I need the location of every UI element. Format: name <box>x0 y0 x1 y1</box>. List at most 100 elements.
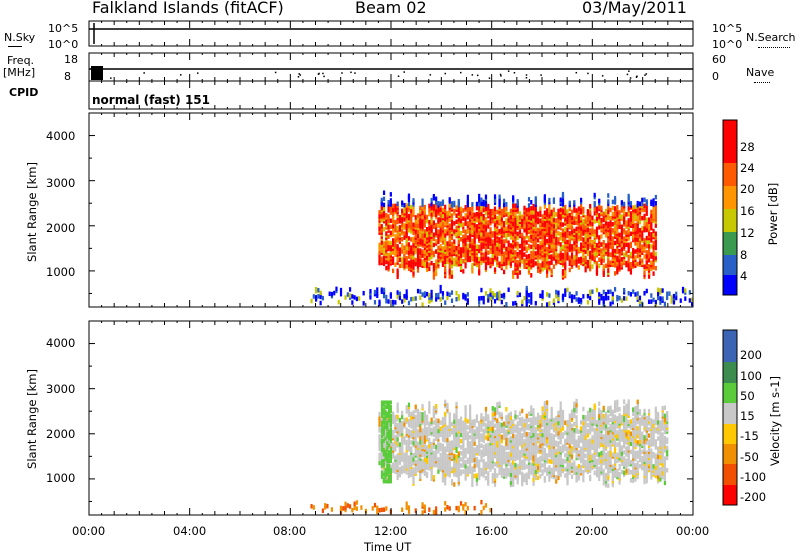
heat-cell <box>457 418 460 424</box>
heat-cell <box>432 262 435 268</box>
heat-cell <box>589 242 592 248</box>
heat-cell <box>564 231 567 236</box>
heat-cell <box>534 465 537 470</box>
heat-cell <box>389 244 392 250</box>
heat-cell <box>441 246 445 251</box>
heat-cell <box>580 242 583 247</box>
heat-cell <box>609 244 612 249</box>
heat-cell <box>416 255 420 261</box>
heat-cell <box>530 462 533 467</box>
heat-cell <box>493 194 497 199</box>
heat-cell <box>509 222 512 228</box>
heat-cell <box>457 294 460 299</box>
heat-cell <box>550 443 553 448</box>
heat-cell <box>392 411 395 417</box>
heat-cell <box>432 236 435 242</box>
heat-cell <box>568 223 571 228</box>
heat-cell <box>498 251 501 256</box>
heat-cell <box>534 222 537 228</box>
heat-cell <box>645 239 648 245</box>
heat-cell <box>604 224 608 230</box>
heat-cell <box>502 239 506 244</box>
heat-cell <box>462 420 465 426</box>
heat-cell <box>457 433 460 438</box>
heat-cell <box>589 295 592 301</box>
heat-cell <box>500 208 503 214</box>
heat-cell <box>525 298 528 303</box>
heat-cell <box>577 234 580 240</box>
heat-cell <box>564 204 567 210</box>
heat-cell <box>586 453 589 458</box>
heat-cell <box>654 299 657 305</box>
heat-cell <box>611 240 614 245</box>
heat-cell <box>659 300 662 305</box>
heat-cell <box>430 454 433 459</box>
heat-cell <box>559 197 562 202</box>
heat-cell <box>435 249 438 254</box>
heat-cell <box>564 473 567 478</box>
heat-cell <box>527 243 531 249</box>
heat-cell <box>457 249 460 255</box>
heat-cell <box>505 451 508 457</box>
heat-cell <box>580 232 583 237</box>
heat-cell <box>432 450 435 456</box>
heat-cell <box>636 233 639 238</box>
heat-cell <box>453 257 456 263</box>
heat-cell <box>602 289 605 295</box>
heat-cell <box>358 296 361 301</box>
heat-cell <box>577 472 580 477</box>
heat-cell <box>623 236 626 241</box>
heat-cell <box>647 253 651 259</box>
heat-cell <box>632 262 635 267</box>
heat-cell <box>575 263 578 268</box>
heat-cell <box>405 256 408 261</box>
heat-cell <box>455 432 458 437</box>
heat-cell <box>600 293 603 299</box>
heat-cell <box>435 204 438 210</box>
heat-cell <box>428 293 431 298</box>
heat-cell <box>457 255 460 261</box>
heat-cell <box>518 462 522 467</box>
heat-cell <box>534 300 537 306</box>
heat-cell <box>500 299 503 305</box>
heat-cell <box>629 292 633 297</box>
heat-cell <box>453 229 456 234</box>
heat-cell <box>416 288 420 294</box>
heat-cell <box>561 244 565 250</box>
heat-cell <box>564 217 567 222</box>
heat-cell <box>670 295 673 300</box>
heat-cell <box>512 274 515 279</box>
heat-cell <box>493 292 497 298</box>
heat-cell <box>566 456 569 462</box>
heat-cell <box>516 207 519 212</box>
heat-cell <box>430 417 433 423</box>
heat-cell <box>525 221 528 227</box>
heat-cell <box>412 230 415 236</box>
heat-cell <box>652 271 655 276</box>
heat-cell <box>428 451 431 457</box>
heat-cell <box>412 261 415 266</box>
heat-cell <box>521 439 524 444</box>
heat-cell <box>405 427 408 432</box>
heat-cell <box>498 218 501 224</box>
heat-cell <box>376 291 379 296</box>
heat-cell <box>566 227 569 233</box>
heat-cell <box>636 253 639 259</box>
heat-cell <box>575 220 578 225</box>
heat-cell <box>444 204 447 210</box>
heat-cell <box>410 223 413 228</box>
heat-cell <box>516 260 519 265</box>
heat-cell <box>564 261 567 267</box>
heat-cell <box>573 428 576 433</box>
heat-cell <box>380 438 383 444</box>
heat-cell <box>512 231 515 237</box>
heat-cell <box>611 244 614 249</box>
heat-cell <box>657 287 660 293</box>
heat-cell <box>595 226 599 232</box>
heat-cell <box>380 418 383 423</box>
heat-cell <box>421 259 424 264</box>
heat-cell <box>421 302 424 307</box>
heat-cell <box>546 453 549 458</box>
heat-cell <box>441 473 445 479</box>
heat-cell <box>552 197 556 202</box>
